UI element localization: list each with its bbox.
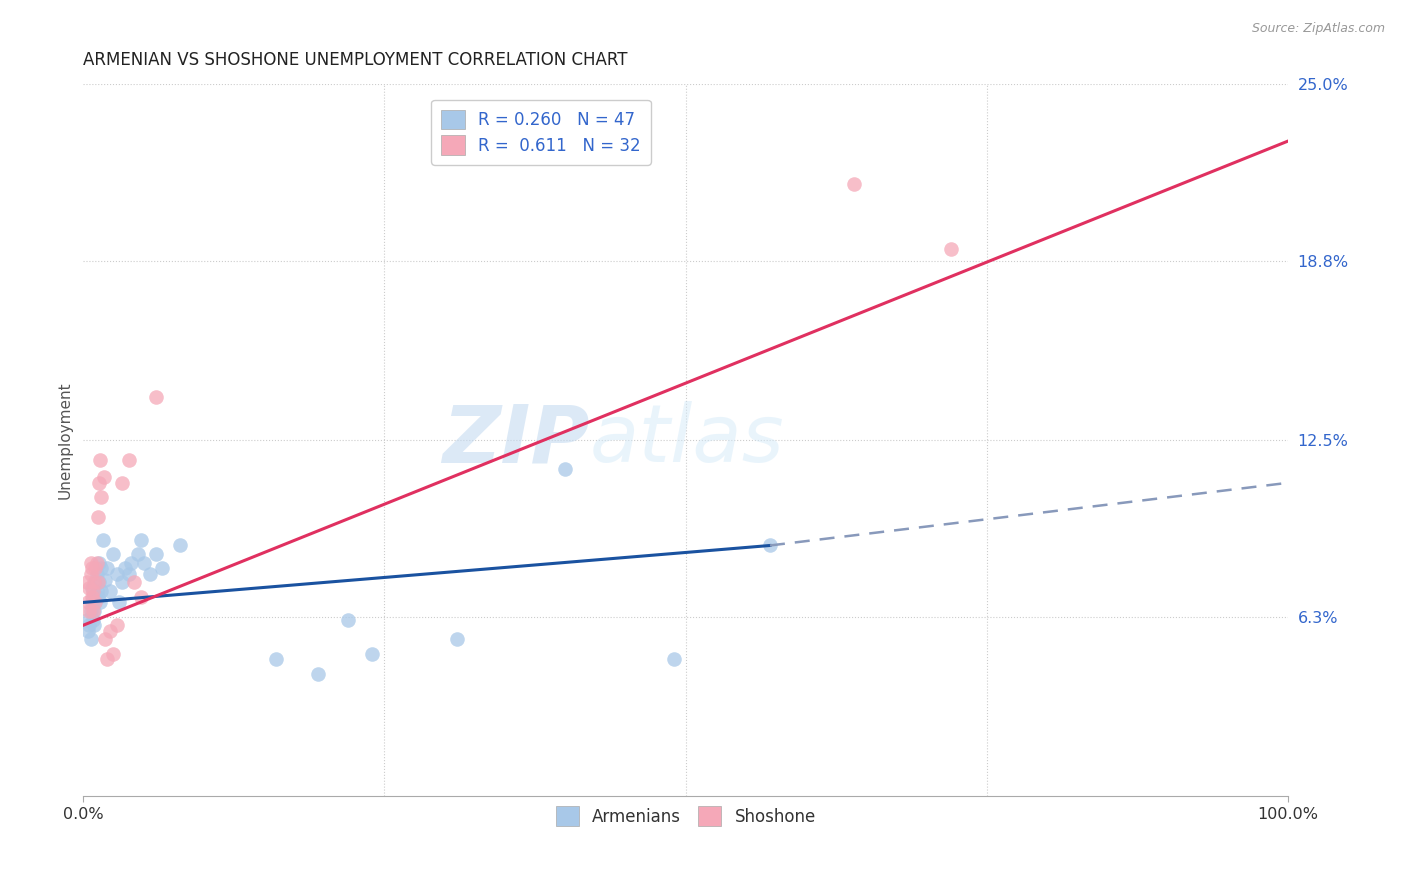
Point <box>169 539 191 553</box>
Point <box>138 566 160 581</box>
Point <box>90 561 112 575</box>
Point <box>84 595 107 609</box>
Legend: Armenians, Shoshone: Armenians, Shoshone <box>547 798 824 834</box>
Point <box>87 575 110 590</box>
Point <box>105 566 128 581</box>
Point <box>118 566 141 581</box>
Point <box>111 575 134 590</box>
Point <box>84 575 107 590</box>
Point <box>83 618 105 632</box>
Point <box>77 595 100 609</box>
Point <box>84 595 107 609</box>
Point <box>129 533 152 547</box>
Point <box>145 391 167 405</box>
Point <box>307 666 329 681</box>
Point <box>759 539 782 553</box>
Point <box>80 595 103 609</box>
Point <box>129 590 152 604</box>
Point <box>83 604 105 618</box>
Point <box>108 595 131 609</box>
Point <box>91 533 114 547</box>
Point <box>90 490 112 504</box>
Point <box>89 453 111 467</box>
Point <box>84 561 107 575</box>
Point <box>105 618 128 632</box>
Text: Source: ZipAtlas.com: Source: ZipAtlas.com <box>1251 22 1385 36</box>
Point <box>79 618 101 632</box>
Text: atlas: atlas <box>589 401 785 479</box>
Point <box>98 624 121 638</box>
Text: ARMENIAN VS SHOSHONE UNEMPLOYMENT CORRELATION CHART: ARMENIAN VS SHOSHONE UNEMPLOYMENT CORREL… <box>83 51 628 69</box>
Point <box>93 470 115 484</box>
Point <box>121 556 143 570</box>
Point <box>662 652 685 666</box>
Point <box>82 584 104 599</box>
Point <box>337 613 360 627</box>
Point <box>79 556 101 570</box>
Point <box>103 647 125 661</box>
Point <box>98 584 121 599</box>
Point <box>80 561 103 575</box>
Point <box>118 453 141 467</box>
Point <box>89 595 111 609</box>
Point <box>264 652 287 666</box>
Point <box>87 556 110 570</box>
Point <box>82 590 104 604</box>
Point <box>96 561 118 575</box>
Point <box>79 581 101 595</box>
Point <box>111 475 134 490</box>
Y-axis label: Unemployment: Unemployment <box>58 381 72 499</box>
Text: ZIP: ZIP <box>441 401 589 479</box>
Point <box>939 242 962 256</box>
Point <box>77 624 100 638</box>
Point <box>90 584 112 599</box>
Point <box>127 547 149 561</box>
Point <box>80 590 103 604</box>
Point <box>83 575 105 590</box>
Point <box>87 510 110 524</box>
Point <box>94 632 117 647</box>
Point <box>87 475 110 490</box>
Point <box>82 613 104 627</box>
Point <box>103 547 125 561</box>
Point <box>361 647 384 661</box>
Point <box>122 575 145 590</box>
Point <box>79 604 101 618</box>
Point <box>82 604 104 618</box>
Point <box>87 575 110 590</box>
Point <box>145 547 167 561</box>
Point <box>86 584 108 599</box>
Point <box>80 581 103 595</box>
Point <box>79 566 101 581</box>
Point <box>554 461 576 475</box>
Point <box>844 177 866 191</box>
Point <box>150 561 173 575</box>
Point <box>86 566 108 581</box>
Point <box>87 590 110 604</box>
Point <box>114 561 136 575</box>
Point <box>86 556 108 570</box>
Point <box>446 632 468 647</box>
Point <box>76 613 98 627</box>
Point <box>94 573 117 587</box>
Point <box>96 652 118 666</box>
Point <box>79 632 101 647</box>
Point <box>79 604 101 618</box>
Point <box>76 575 98 590</box>
Point <box>132 556 155 570</box>
